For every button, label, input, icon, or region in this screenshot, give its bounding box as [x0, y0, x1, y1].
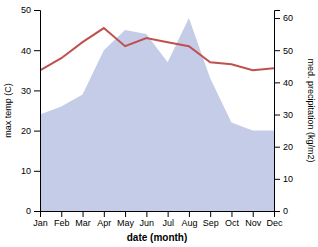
tick-label: Feb — [54, 218, 70, 228]
tick-mark — [274, 18, 280, 19]
axis-line — [34, 11, 41, 212]
tick: 40 — [21, 46, 40, 56]
plot: JanFebMarAprMayJunJulAugSepOctNovDec0102… — [21, 5, 293, 228]
y2-axis-title: med. precipitation (kg/m2) — [306, 58, 316, 162]
marks — [40, 18, 274, 211]
tick-label: 0 — [26, 206, 31, 216]
tick-label: Apr — [97, 218, 111, 228]
tick-mark — [189, 211, 190, 217]
tick-mark — [34, 50, 40, 51]
tick: Oct — [225, 211, 240, 228]
tick: May — [117, 211, 135, 228]
tick: 20 — [274, 142, 293, 152]
axis-line — [41, 212, 275, 218]
tick-label: 30 — [21, 86, 31, 96]
tick-label: Jun — [140, 218, 155, 228]
precipitation-area — [40, 18, 274, 211]
tick-mark — [34, 171, 40, 172]
tick-mark — [34, 131, 40, 132]
chart: JanFebMarAprMayJunJulAugSepOctNovDec0102… — [0, 0, 318, 247]
tick: Jun — [140, 211, 155, 228]
tick-label: 10 — [21, 166, 31, 176]
tick: 0 — [26, 206, 40, 216]
tick-label: 40 — [21, 46, 31, 56]
tick: Sep — [203, 211, 219, 228]
tick: 10 — [274, 174, 293, 184]
tick: 10 — [21, 166, 40, 176]
x-axis-title: date (month) — [127, 232, 188, 243]
tick: Jan — [33, 211, 48, 228]
tick-mark — [34, 211, 40, 212]
tick-mark — [146, 211, 147, 217]
tick: 50 — [274, 46, 293, 56]
tick: Feb — [54, 211, 70, 228]
tick-mark — [34, 90, 40, 91]
tick-mark — [274, 82, 280, 83]
tick-label: 20 — [21, 126, 31, 136]
y2-axis: 0 10 20 30 40 50 60 — [274, 11, 293, 217]
tick: 30 — [274, 110, 293, 120]
tick: Dec — [266, 211, 283, 228]
tick-label: Nov — [245, 218, 262, 228]
tick-mark — [274, 211, 280, 212]
tick-mark — [253, 211, 254, 217]
tick: Jul — [162, 211, 174, 228]
tick-label: May — [117, 218, 135, 228]
tick-mark — [231, 211, 232, 217]
tick-mark — [274, 50, 280, 51]
tick: 30 — [21, 86, 40, 96]
tick-mark — [274, 115, 280, 116]
axis-line — [275, 11, 281, 212]
tick-mark — [34, 10, 40, 11]
tick-label: Sep — [203, 218, 219, 228]
tick-mark — [104, 211, 105, 217]
tick: 20 — [21, 126, 40, 136]
tick-label: 20 — [283, 142, 293, 152]
tick-label: 30 — [283, 110, 293, 120]
tick-label: 0 — [283, 206, 288, 216]
tick-label: Dec — [266, 218, 283, 228]
tick-mark — [274, 179, 280, 180]
tick-label: Mar — [75, 218, 91, 228]
tick-label: Oct — [225, 218, 240, 228]
tick-mark — [83, 211, 84, 217]
tick: 0 — [274, 206, 288, 216]
tick: 50 — [21, 5, 40, 15]
tick: Aug — [181, 211, 197, 228]
tick-label: 10 — [283, 174, 293, 184]
tick-label: 50 — [283, 46, 293, 56]
tick: Apr — [97, 211, 111, 228]
tick-mark — [125, 211, 126, 217]
tick: Mar — [75, 211, 91, 228]
tick-label: Jan — [33, 218, 48, 228]
tick-label: Aug — [181, 218, 197, 228]
y-axis-title: max temp (C) — [3, 83, 13, 138]
tick-label: 40 — [283, 78, 293, 88]
tick-label: Jul — [162, 218, 174, 228]
tick-mark — [210, 211, 211, 217]
tick-mark — [168, 211, 169, 217]
tick-label: 60 — [283, 13, 293, 23]
tick-label: 50 — [21, 5, 31, 15]
temperature-line — [40, 28, 274, 70]
tick: 40 — [274, 78, 293, 88]
tick-mark — [61, 211, 62, 217]
tick: 60 — [274, 13, 293, 23]
y-axis: 0 10 20 30 40 50 — [21, 5, 41, 216]
tick-mark — [274, 147, 280, 148]
tick: Nov — [245, 211, 262, 228]
x-axis: Jan Feb Mar Apr May Jun Jul Aug Sep Oct Nov Dec — [33, 211, 283, 228]
